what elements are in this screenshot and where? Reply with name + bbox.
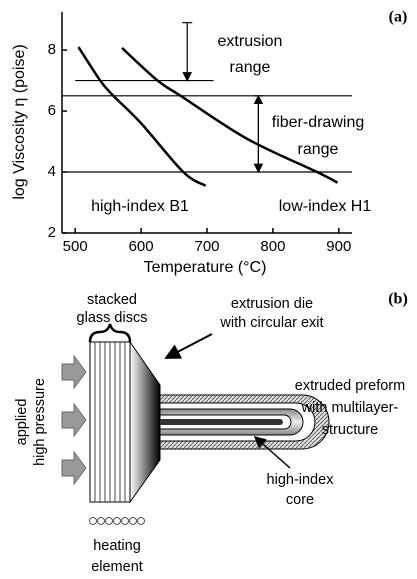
range-label: range — [230, 59, 271, 76]
label: extruded preform — [295, 378, 405, 394]
curve — [77, 46, 207, 187]
label: high-index — [267, 472, 335, 488]
x-tick-label: 500 — [63, 238, 88, 255]
range-arrow — [182, 22, 192, 81]
curve — [121, 47, 339, 184]
x-tick-label: 700 — [194, 238, 219, 255]
y-tick-label: 2 — [48, 224, 56, 241]
label: high pressure — [32, 378, 48, 466]
panel-label: (b) — [388, 291, 408, 308]
label: applied — [14, 399, 30, 446]
x-axis-label: Temperature (°C) — [144, 259, 267, 276]
arrow — [253, 436, 291, 469]
extrusion-die — [129, 340, 161, 504]
label: heating — [93, 538, 141, 554]
x-tick-label: 600 — [129, 238, 154, 255]
preform-core — [160, 419, 283, 425]
arrow — [164, 333, 213, 359]
stack-layers — [94, 342, 126, 502]
diagram: (b) stacked glass discs extrusion die wi… — [14, 291, 408, 575]
label: structure — [322, 422, 378, 438]
label: stacked — [87, 292, 137, 308]
y-tick-label: 8 — [48, 41, 56, 58]
x-tick-label: 800 — [260, 238, 285, 255]
y-tick-label: 4 — [48, 163, 56, 180]
pressure-arrows — [61, 354, 87, 486]
series-label: low-index H1 — [279, 198, 372, 215]
heating-coils — [89, 517, 145, 525]
label: with circular exit — [219, 315, 323, 331]
label: glass discs — [77, 310, 148, 326]
label: with multilayer- — [301, 400, 399, 416]
y-axis-label: log Viscosity η (poise) — [11, 44, 28, 199]
range-label: fiber-drawing — [272, 114, 364, 131]
y-tick-label: 6 — [48, 102, 56, 119]
label: extrusion die — [231, 296, 313, 312]
label: element — [91, 559, 143, 575]
range-label: extrusion — [218, 33, 283, 50]
label: core — [286, 492, 314, 508]
range-label: range — [298, 141, 339, 158]
panel-label: (a) — [389, 9, 408, 26]
x-tick-label: 900 — [326, 238, 351, 255]
series-label: high-index B1 — [91, 198, 189, 215]
brace — [88, 323, 132, 343]
